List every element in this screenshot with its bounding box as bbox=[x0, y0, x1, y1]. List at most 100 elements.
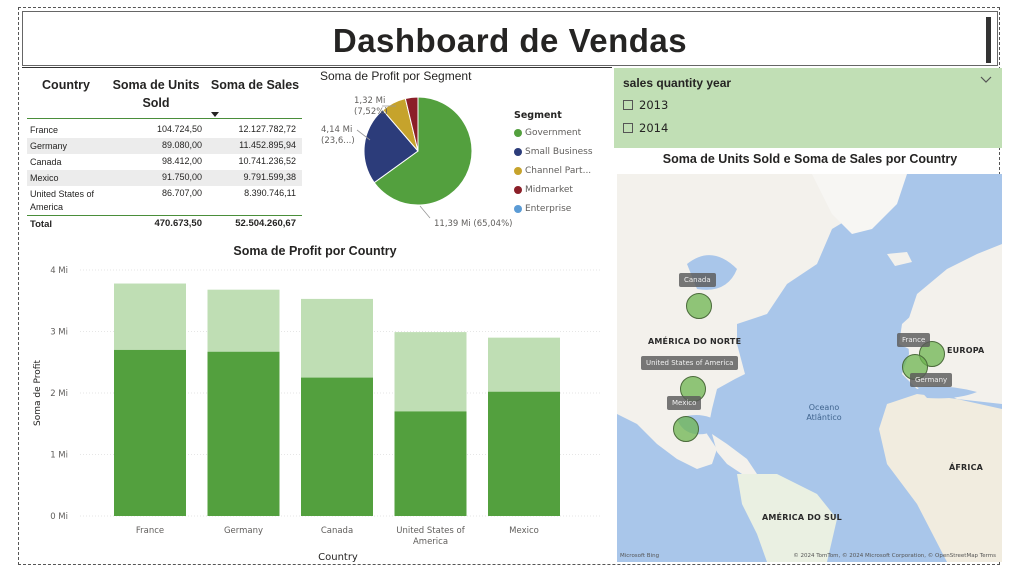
cell-units: 98.412,00 bbox=[161, 156, 202, 166]
x-tick-label: France bbox=[136, 526, 164, 536]
y-tick-label: 3 Mi bbox=[50, 328, 68, 338]
map-tag-usa: United States of America bbox=[641, 356, 739, 370]
legend-label: Channel Part... bbox=[525, 166, 592, 176]
cell-units: 86.707,00 bbox=[161, 188, 202, 198]
slicer-option-label: 2013 bbox=[639, 98, 669, 112]
table-row[interactable]: Canada 98.412,00 10.741.236,52 bbox=[27, 154, 302, 170]
bar-profit-1[interactable] bbox=[207, 351, 280, 516]
total-label: Total bbox=[30, 219, 52, 230]
region-label: EUROPA bbox=[947, 346, 985, 355]
col-header-units-sold[interactable]: Soma de Units Sold bbox=[112, 78, 200, 110]
slicer-option-2013[interactable]: 2013 bbox=[623, 98, 668, 112]
ocean-label: Oceano Atlântico bbox=[806, 403, 842, 422]
legend-title: Segment bbox=[514, 110, 562, 121]
table-row[interactable]: Germany 89.080,00 11.452.895,94 bbox=[27, 138, 302, 154]
col-header-sales[interactable]: Soma de Sales bbox=[210, 78, 300, 92]
table-header: Country Soma de Units Sold Soma de Sales bbox=[27, 72, 302, 117]
legend-label: Small Business bbox=[525, 147, 593, 157]
x-tick-label: Canada bbox=[321, 526, 353, 536]
year-slicer: sales quantity year 2013 2014 bbox=[614, 68, 1002, 148]
x-tick-label: United States of bbox=[396, 526, 465, 536]
map-attribution-copyright[interactable]: © 2024 TomTom, © 2024 Microsoft Corporat… bbox=[793, 553, 996, 559]
y-axis-title: Soma de Profit bbox=[33, 360, 43, 426]
cell-sales: 9.791.599,38 bbox=[243, 172, 296, 182]
map-tag-mexico: Mexico bbox=[667, 396, 702, 410]
bar-profit-3[interactable] bbox=[394, 411, 467, 516]
bar-profit-4[interactable] bbox=[488, 391, 560, 516]
map-attribution-bing: Microsoft Bing bbox=[620, 553, 660, 559]
pie-label-channel: 1,32 Mi (7,52%) bbox=[354, 96, 388, 118]
table-total-row: Total 470.673,50 52.504.260,67 bbox=[27, 218, 302, 232]
pie-slice-government[interactable] bbox=[373, 96, 473, 206]
map[interactable]: AMÉRICA DO NORTE EUROPA ÁFRICA AMÉRICA D… bbox=[617, 174, 1002, 562]
table-total-rule bbox=[27, 215, 302, 216]
x-axis-title: Country bbox=[318, 552, 358, 563]
legend-item-government[interactable]: Government bbox=[514, 127, 593, 146]
pie-label-small-value: 4,14 Mi bbox=[321, 125, 353, 135]
legend-dot bbox=[514, 167, 522, 175]
cell-sales: 11.452.895,94 bbox=[239, 140, 296, 150]
pie-label-channel-pct: (7,52%) bbox=[354, 107, 388, 117]
table-row[interactable]: Mexico 91.750,00 9.791.599,38 bbox=[27, 170, 302, 186]
y-tick-label: 0 Mi bbox=[50, 512, 68, 522]
col-header-country[interactable]: Country bbox=[42, 78, 90, 92]
legend-item-small-business[interactable]: Small Business bbox=[514, 146, 593, 165]
cell-country: France bbox=[30, 125, 59, 135]
map-bubble-canada[interactable] bbox=[686, 293, 712, 319]
x-tick-label: Mexico bbox=[509, 526, 539, 536]
x-tick-label: America bbox=[413, 537, 448, 547]
legend-item-enterprise[interactable]: Enterprise bbox=[514, 203, 593, 222]
y-tick-label: 1 Mi bbox=[50, 451, 68, 461]
y-tick-label: 4 Mi bbox=[50, 266, 68, 276]
bar-chart-title: Soma de Profit por Country bbox=[233, 244, 397, 258]
cell-country: United States of America bbox=[30, 189, 95, 212]
slicer-option-2014[interactable]: 2014 bbox=[623, 121, 668, 135]
legend-item-midmarket[interactable]: Midmarket bbox=[514, 184, 593, 203]
divider-line bbox=[22, 67, 612, 68]
sales-table: Country Soma de Units Sold Soma de Sales… bbox=[27, 72, 302, 230]
pie-slice-small-business[interactable] bbox=[363, 109, 419, 184]
table-row[interactable]: France 104.724,50 12.127.782,72 bbox=[27, 122, 302, 138]
bar-chart[interactable]: 0 Mi 1 Mi 2 Mi 3 Mi 4 Mi France Germany Canada U… bbox=[20, 258, 610, 564]
pie-leader-line bbox=[356, 129, 371, 141]
legend-dot bbox=[514, 186, 522, 194]
table-header-rule bbox=[27, 118, 302, 119]
cell-sales: 8.390.746,11 bbox=[244, 188, 296, 198]
total-units: 470.673,50 bbox=[154, 218, 202, 229]
map-title: Soma de Units Sold e Soma de Sales por C… bbox=[662, 152, 958, 166]
checkbox[interactable] bbox=[623, 123, 633, 133]
legend-label: Government bbox=[525, 128, 582, 138]
pie-chart[interactable] bbox=[310, 88, 510, 238]
slicer-title: sales quantity year bbox=[623, 76, 732, 90]
pie-slice-midmarket[interactable] bbox=[404, 96, 419, 152]
chevron-down-icon[interactable] bbox=[980, 74, 992, 87]
sort-desc-icon[interactable] bbox=[211, 112, 219, 117]
pie-label-government: 11,39 Mi (65,04%) bbox=[434, 219, 513, 229]
pie-label-small-business: 4,14 Mi (23,6...) bbox=[321, 125, 355, 147]
bar-profit-2[interactable] bbox=[301, 377, 373, 516]
table-body: France 104.724,50 12.127.782,72 Germany … bbox=[27, 122, 302, 214]
map-bubble-mexico[interactable] bbox=[673, 416, 699, 442]
region-label: AMÉRICA DO NORTE bbox=[648, 337, 742, 346]
legend-label: Enterprise bbox=[525, 204, 572, 214]
cell-units: 89.080,00 bbox=[161, 140, 202, 150]
map-tag-canada: Canada bbox=[679, 273, 716, 287]
legend-label: Midmarket bbox=[525, 185, 573, 195]
cell-country: Mexico bbox=[30, 173, 59, 183]
map-tag-france: France bbox=[897, 333, 931, 347]
legend-dot bbox=[514, 148, 522, 156]
bar-profit-0[interactable] bbox=[114, 349, 186, 516]
cell-country: Germany bbox=[30, 141, 68, 151]
table-row[interactable]: United States of America 86.707,00 8.390… bbox=[27, 186, 302, 214]
cell-units: 91.750,00 bbox=[161, 172, 202, 182]
map-tag-germany: Germany bbox=[910, 373, 953, 387]
pie-label-channel-value: 1,32 Mi bbox=[354, 96, 386, 106]
legend-dot bbox=[514, 129, 522, 137]
pie-label-small-pct: (23,6...) bbox=[321, 136, 355, 146]
x-tick-label: Germany bbox=[224, 526, 263, 536]
legend-item-channel-partners[interactable]: Channel Part... bbox=[514, 165, 593, 184]
page-title: Dashboard de Vendas bbox=[332, 22, 688, 59]
pie-leader-line bbox=[419, 205, 431, 219]
checkbox[interactable] bbox=[623, 100, 633, 110]
y-tick-label: 2 Mi bbox=[50, 389, 68, 399]
